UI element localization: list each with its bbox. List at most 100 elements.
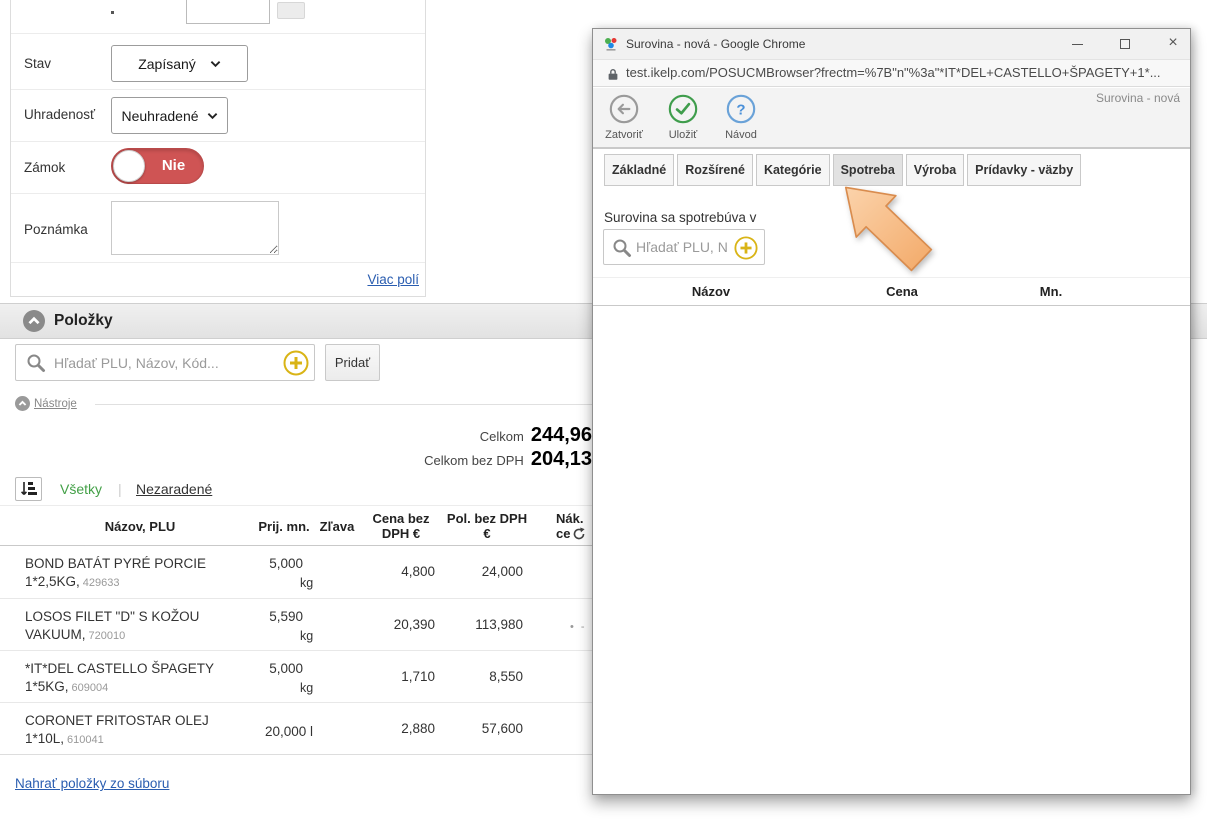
navod-button[interactable]: ? Návod [710, 94, 772, 141]
minimize-button[interactable] [1061, 29, 1093, 59]
row-marker: • - [570, 621, 587, 633]
total-net-value: 204,13 [530, 448, 592, 470]
tab-pridavky-vazby[interactable]: Prídavky - väzby [967, 154, 1082, 186]
nastroje-link[interactable]: Nástroje [34, 398, 77, 410]
sort-icon[interactable] [15, 477, 42, 501]
collapse-icon[interactable] [23, 310, 45, 335]
total-net-label: Celkom bez DPH [424, 453, 524, 468]
upload-items-link[interactable]: Nahrať položky zo súboru [15, 776, 170, 791]
stav-label: Stav [24, 56, 52, 71]
maximize-button[interactable] [1109, 29, 1141, 59]
tab-vyroba[interactable]: Výroba [905, 154, 965, 186]
bullet-dot [111, 11, 114, 14]
window-title: Surovina - nová - Google Chrome [626, 37, 806, 51]
unit-price: 4,800 [401, 564, 435, 579]
tools-collapse-icon[interactable] [15, 396, 30, 414]
add-plus-icon[interactable] [734, 236, 758, 263]
viac-poli-link[interactable]: Viac polí [367, 272, 419, 287]
plu-code: 610041 [67, 734, 104, 746]
ulozit-button[interactable]: Uložiť [652, 94, 714, 141]
poznamka-textarea[interactable] [111, 201, 279, 255]
plu-code: 429633 [82, 577, 120, 589]
zamok-label: Zámok [24, 160, 66, 175]
zatvorit-button[interactable]: Zatvoriť [593, 94, 655, 141]
popup-table-header: Názov Cena Mn. [593, 277, 1190, 306]
table-row[interactable]: *IT*DEL CASTELLO ŠPAGETY 1*5KG, 609004 5,… [0, 650, 600, 702]
items-table: Názov, PLU Prij. mn. Zľava Cena bez DPH €… [0, 505, 600, 755]
popup-window: Surovina - nová - Google Chrome × test.i… [592, 28, 1191, 795]
unit: kg [300, 576, 314, 590]
total-label: Celkom [479, 429, 524, 444]
url-text: test.ikelp.com/POSUCMBrowser?frectm=%7B"… [626, 65, 1161, 80]
total-value: 244,96 [530, 424, 592, 446]
popup-col-qty[interactable]: Mn. [1039, 284, 1063, 299]
line-total: 24,000 [481, 564, 523, 579]
add-plus-icon[interactable] [283, 350, 309, 379]
items-search-input[interactable] [54, 345, 259, 380]
ikelp-favicon [603, 36, 619, 55]
toggle-state-label: Nie [161, 157, 186, 174]
pridat-button[interactable]: Pridať [325, 344, 380, 381]
document-form-card: Stav Zapísaný Uhradenosť Neuhradené Zámo… [10, 0, 426, 297]
zamok-toggle[interactable]: Nie [111, 148, 204, 184]
plu-code: 720010 [88, 630, 126, 642]
popup-col-name[interactable]: Názov [691, 284, 731, 299]
table-row[interactable]: CORONET FRITOSTAR OLEJ 1*10L, 610041 20,0… [0, 702, 600, 754]
plu-code: 609004 [71, 682, 109, 694]
items-search-box [15, 344, 315, 381]
unit: kg [300, 681, 314, 695]
col-total-header[interactable]: Pol. bez DPH € [446, 511, 528, 541]
popup-tabs: Základné Rozšírené Kategórie Spotreba Vý… [604, 154, 1082, 186]
col-qty-header[interactable]: Prij. mn. [258, 519, 310, 534]
svg-text:?: ? [736, 101, 745, 118]
total-line: Celkom 244,96 [292, 424, 592, 447]
divider [95, 404, 592, 405]
col-name-header[interactable]: Názov, PLU [104, 519, 176, 534]
filter-separator: | [118, 481, 122, 497]
received-qty: 20,000 l [264, 724, 313, 739]
poznamka-label: Poznámka [24, 222, 88, 237]
items-section-title: Položky [54, 312, 113, 329]
line-total: 8,550 [489, 669, 523, 684]
search-icon [26, 353, 46, 376]
tab-zakladne[interactable]: Základné [604, 154, 675, 186]
partial-top-button[interactable] [277, 2, 305, 19]
help-icon: ? [726, 94, 756, 124]
filter-unassigned[interactable]: Nezaradené [136, 481, 213, 497]
popup-col-price[interactable]: Cena [886, 284, 918, 299]
line-total: 113,980 [475, 617, 523, 632]
line-total: 57,600 [481, 721, 523, 736]
unit: kg [300, 629, 314, 643]
popup-search-box [603, 229, 765, 265]
url-bar[interactable]: test.ikelp.com/POSUCMBrowser?frectm=%7B"… [593, 59, 1190, 87]
popup-search-input[interactable] [636, 230, 732, 264]
popup-toolbar: Zatvoriť Uložiť ? Návod Surovina - nová [593, 88, 1190, 149]
chevron-down-icon [207, 112, 217, 119]
stav-select[interactable]: Zapísaný [111, 45, 248, 82]
pointer-arrow [844, 186, 933, 272]
col-price-header[interactable]: Cena bez DPH € [372, 511, 430, 541]
col-purchase-header[interactable]: Nák. ce [556, 511, 584, 541]
filter-all[interactable]: Všetky [60, 481, 103, 497]
partial-top-input[interactable] [186, 0, 270, 24]
tab-spotreba[interactable]: Spotreba [832, 154, 903, 186]
lock-icon [606, 67, 620, 85]
uhradenost-select[interactable]: Neuhradené [111, 97, 228, 134]
back-arrow-icon [609, 94, 639, 124]
unit-price: 2,880 [401, 721, 435, 736]
tab-kategorie[interactable]: Kategórie [755, 154, 830, 186]
table-row[interactable]: BOND BATÁT PYRÉ PORCIE 1*2,5KG, 429633 5,… [25, 556, 523, 590]
check-icon [668, 94, 698, 124]
received-qty: 5,000 [269, 661, 303, 676]
refresh-icon[interactable] [572, 527, 586, 544]
total-net-line: Celkom bez DPH 204,13 [292, 448, 592, 471]
chevron-down-icon [210, 60, 221, 67]
table-row[interactable]: LOSOS FILET "D" S KOŽOU VAKUUM, 720010 5,… [0, 598, 600, 650]
unit-price: 1,710 [401, 669, 435, 684]
tab-rozsirene[interactable]: Rozšírené [677, 154, 753, 186]
search-icon [612, 238, 632, 261]
col-discount-header[interactable]: Zľava [319, 519, 355, 534]
window-titlebar[interactable]: Surovina - nová - Google Chrome × [593, 29, 1190, 59]
close-window-button[interactable]: × [1168, 34, 1178, 51]
